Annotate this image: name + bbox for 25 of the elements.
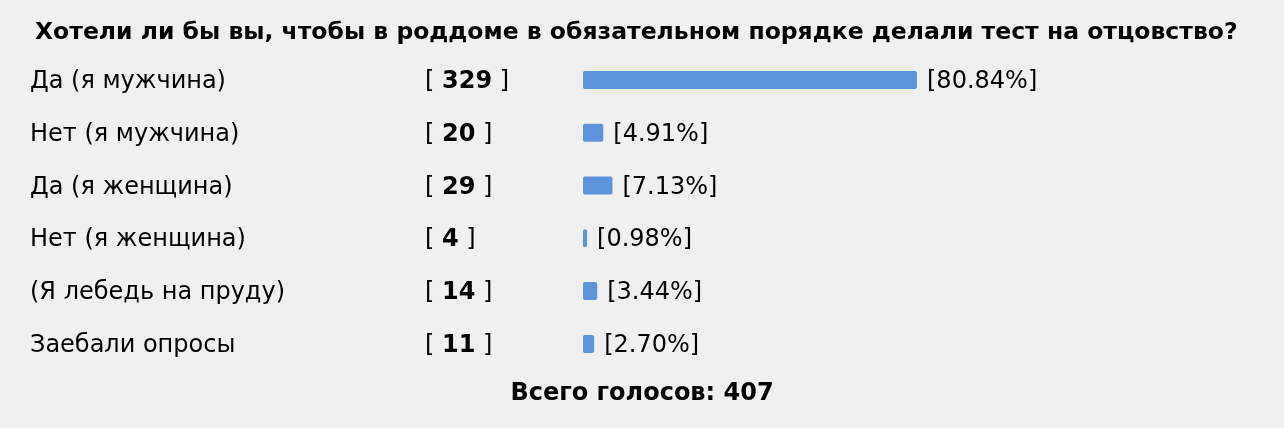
data-label: [7.13%] <box>622 171 718 200</box>
text: Всего голосов: 407 <box>510 378 774 406</box>
data-label: [4.91%] <box>613 118 709 147</box>
bar <box>583 70 917 89</box>
data-label: [2.70%] <box>604 329 700 358</box>
bar <box>583 334 595 353</box>
y-tick-label: Да (я женщина) <box>30 171 233 200</box>
data-label: [3.44%] <box>607 277 703 306</box>
y-tick-label: Да (я мужчина) <box>30 65 226 94</box>
text: [ 20 ] <box>425 118 493 147</box>
y-tick-label: (Я лебедь на пруду) <box>30 277 286 306</box>
text: [ 329 ] <box>425 65 510 94</box>
bar <box>583 123 604 142</box>
text: [ 4 ] <box>425 224 476 253</box>
y-tick-label: Нет (я женщина) <box>30 224 246 253</box>
bar <box>583 176 613 195</box>
data-label: [80.84%] <box>927 65 1038 94</box>
text: [ 29 ] <box>425 171 493 200</box>
bar <box>583 282 598 301</box>
text: [ 11 ] <box>425 329 493 358</box>
text: [ 14 ] <box>425 277 493 306</box>
y-tick-label: Заебали опросы <box>30 329 236 358</box>
y-tick-label: Нет (я мужчина) <box>30 118 240 147</box>
data-label: [0.98%] <box>597 224 693 253</box>
chart-title: Хотели ли бы вы, чтобы в роддоме в обязательном порядке делали тест на отцовство? <box>35 17 1238 45</box>
